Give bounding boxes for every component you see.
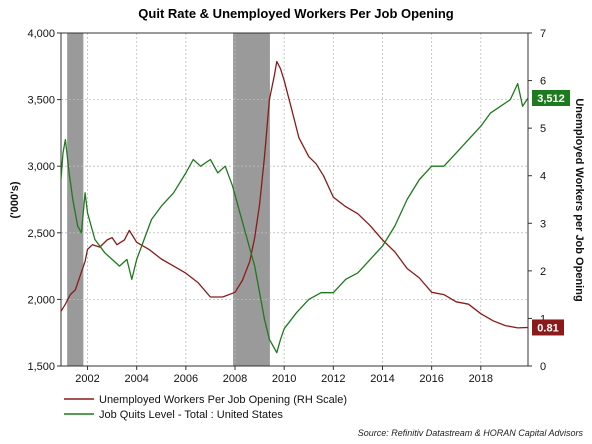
right-tick-label-5: 5 xyxy=(540,123,546,135)
series-layer xyxy=(60,60,529,354)
x-tick-label-0: 2002 xyxy=(75,373,99,385)
left-tick-label-2: 2,500 xyxy=(27,228,55,240)
x-tick-label-6: 2014 xyxy=(370,373,394,385)
legend-label-quits: Job Quits Level - Total : United States xyxy=(99,409,283,421)
source-note: Source: Refinitiv Datastream & HORAN Cap… xyxy=(358,428,584,438)
right-tick-label-0: 0 xyxy=(540,361,546,373)
x-tick-label-1: 2004 xyxy=(124,373,148,385)
end-value-badges: 3,512 0.81 xyxy=(532,90,570,336)
right-axis-label: Unemployed Workers per Job Opening xyxy=(573,98,585,301)
right-tick-label-1: 1 xyxy=(540,313,546,325)
left-tick-label-1: 2,000 xyxy=(27,294,55,306)
left-axis-label: ('000's) xyxy=(9,181,21,218)
legend-label-unemployed: Unemployed Workers Per Job Opening (RH S… xyxy=(99,394,347,406)
x-tick-label-2: 2006 xyxy=(174,373,198,385)
plot-frame xyxy=(60,32,529,367)
x-tick-label-8: 2018 xyxy=(469,373,493,385)
end-badge-quits xyxy=(532,90,570,107)
end-badge-unemployed xyxy=(532,319,564,336)
left-tick-label-3: 3,000 xyxy=(27,161,55,173)
left-tick-label-4: 3,500 xyxy=(27,95,55,107)
chart-title: Quit Rate & Unemployed Workers Per Job O… xyxy=(138,6,453,21)
recession-shading xyxy=(67,33,270,366)
series-line-unemployed-per-opening xyxy=(60,60,529,329)
x-tick-label-4: 2010 xyxy=(272,373,296,385)
left-tick-label-5: 4,000 xyxy=(27,28,55,40)
x-tick-label-3: 2008 xyxy=(223,373,247,385)
right-tick-label-4: 4 xyxy=(540,171,546,183)
x-tick-label-5: 2012 xyxy=(321,373,345,385)
left-axis: 1,500 2,000 2,500 3,000 3,500 4,000 xyxy=(27,28,61,373)
right-axis: 0 1 2 3 4 5 6 7 xyxy=(528,28,546,373)
right-tick-label-2: 2 xyxy=(540,266,546,278)
x-axis: 2002 2004 2006 2008 2010 2012 2014 2016 2018 xyxy=(75,366,493,385)
right-tick-label-6: 6 xyxy=(540,76,546,88)
end-badge-unemployed-value: 0.81 xyxy=(537,322,558,334)
x-tick-label-7: 2016 xyxy=(419,373,443,385)
recession-band-1 xyxy=(233,33,270,366)
recession-band-0 xyxy=(67,33,84,366)
legend: Unemployed Workers Per Job Opening (RH S… xyxy=(64,394,347,421)
right-tick-label-3: 3 xyxy=(540,218,546,230)
right-tick-label-7: 7 xyxy=(540,28,546,40)
end-badge-quits-value: 3,512 xyxy=(537,93,565,105)
left-tick-label-0: 1,500 xyxy=(27,361,55,373)
series-line-job-quits xyxy=(60,82,529,354)
